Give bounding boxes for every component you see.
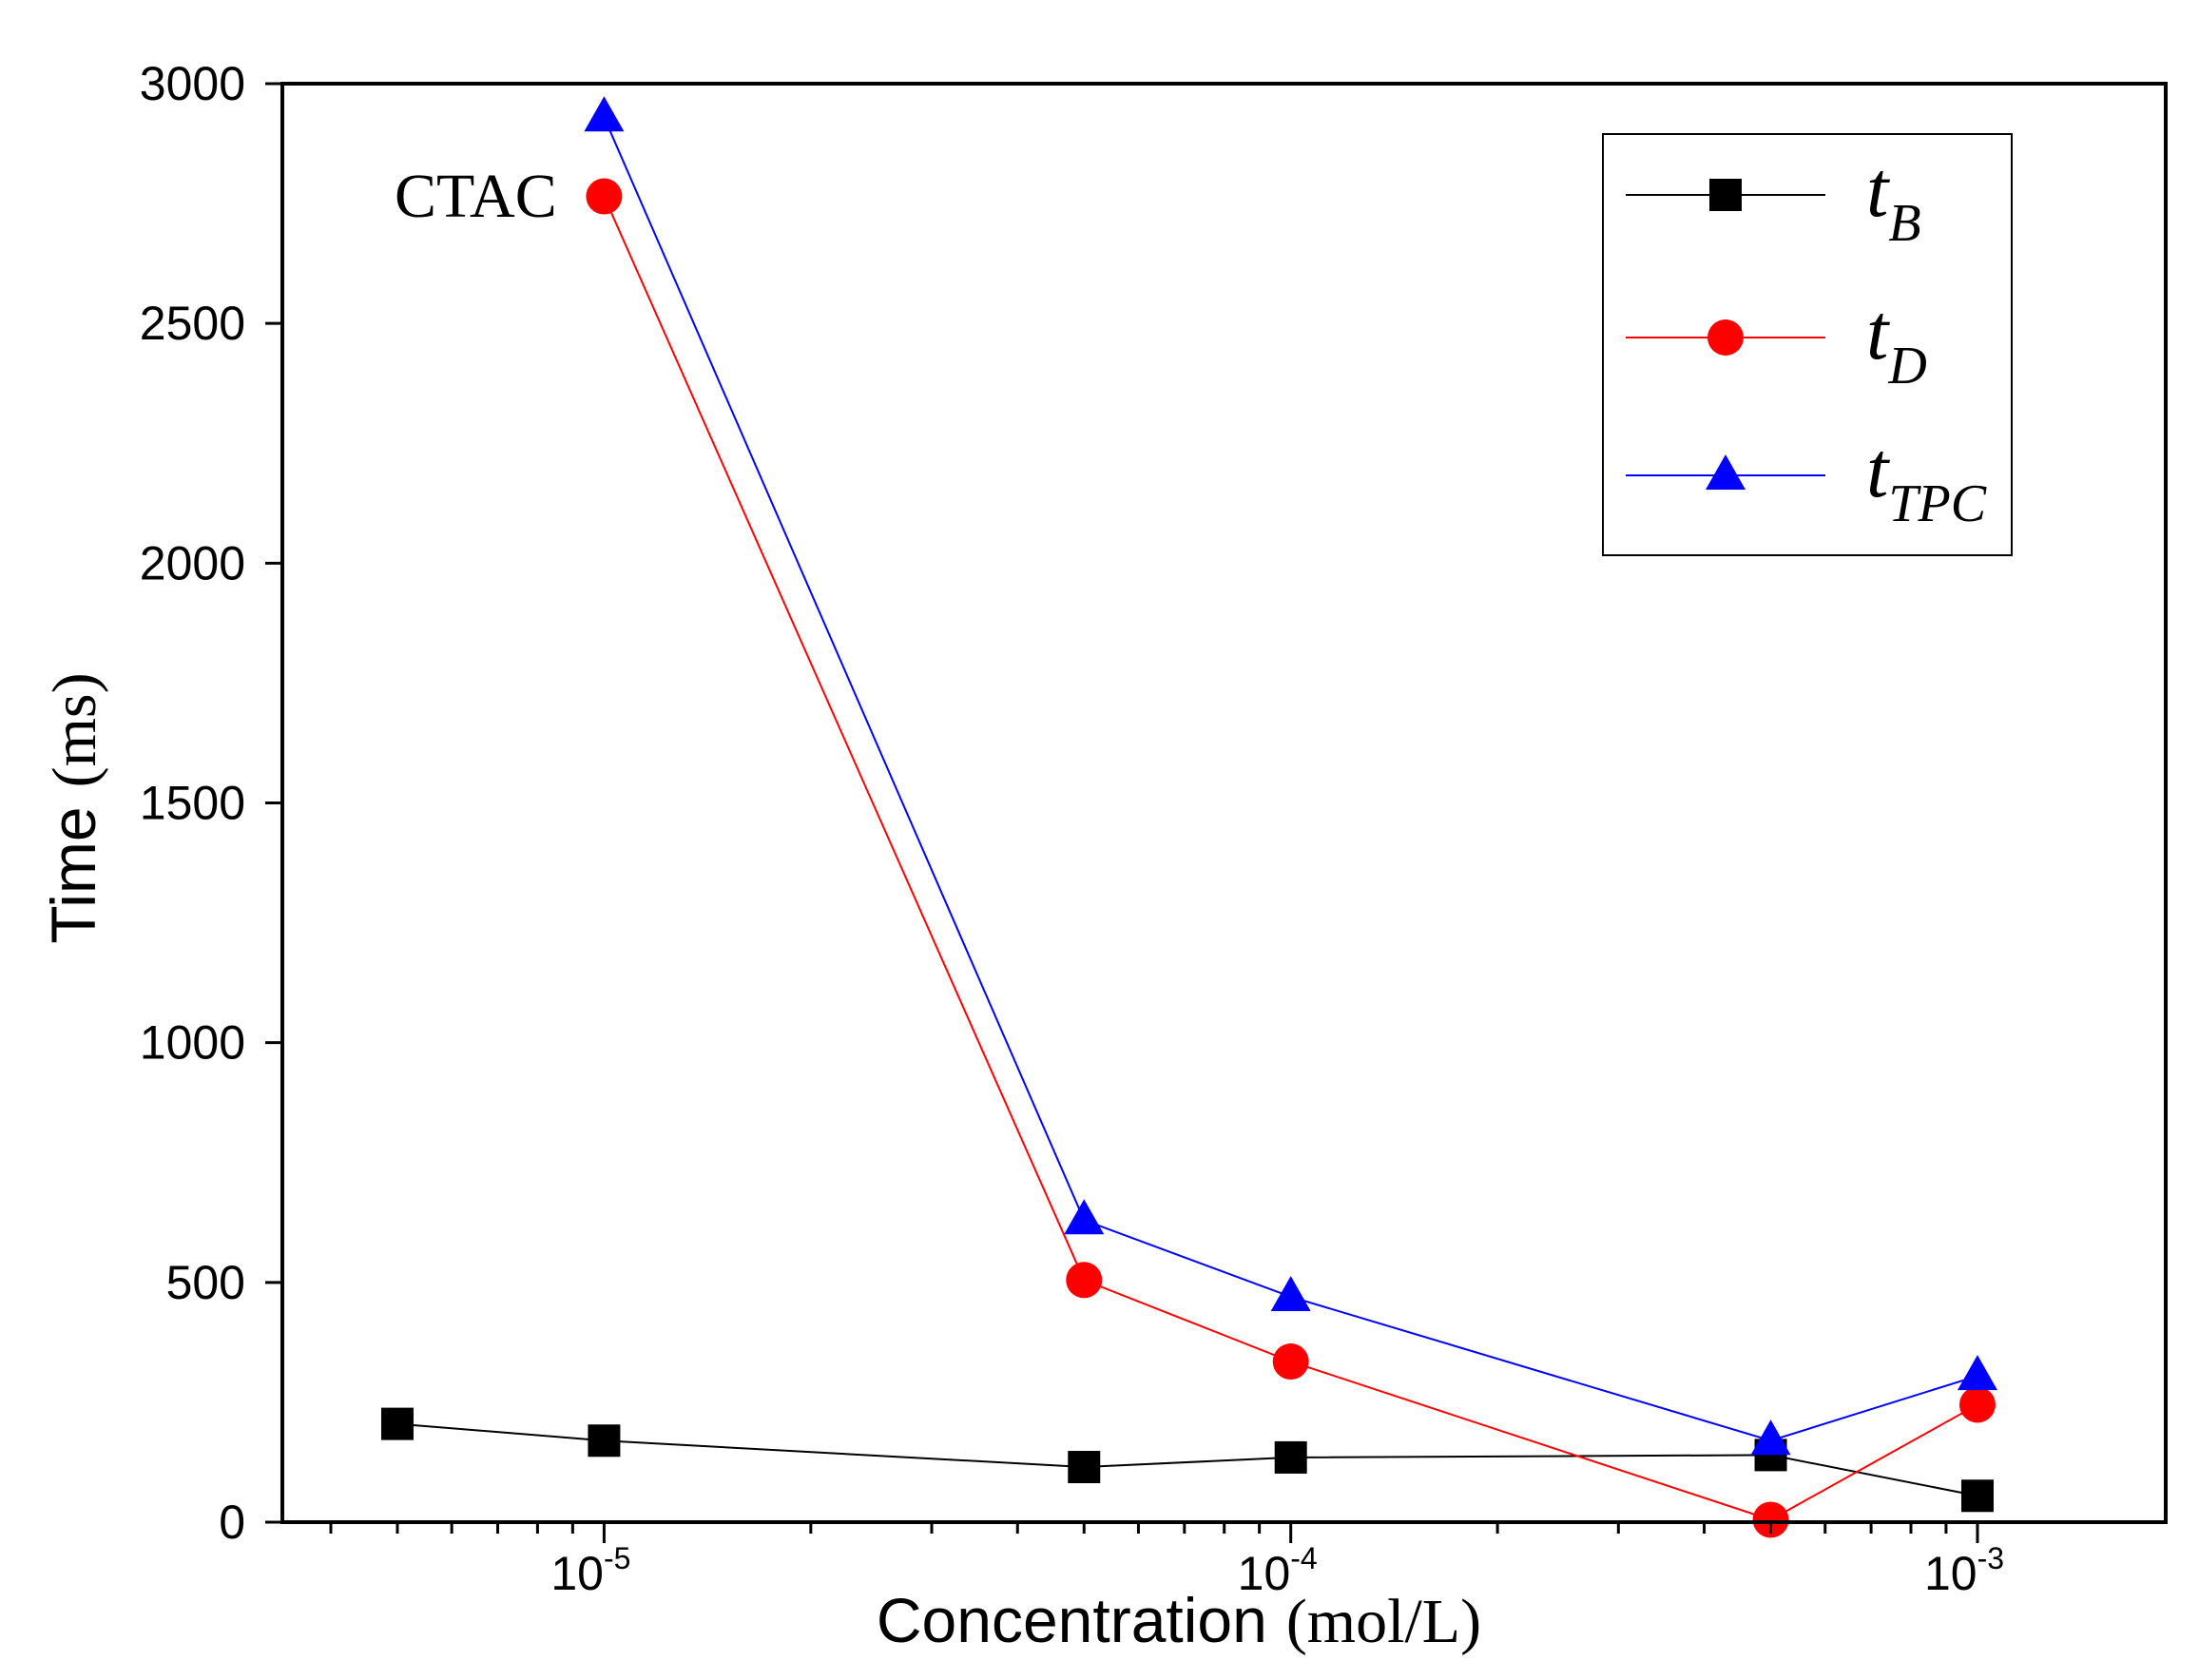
x-axis-title: Concentration (mol/L) [877,1585,1481,1656]
x-tick-base: 10 [1924,1547,1977,1600]
y-tick-label: 2000 [140,536,245,589]
legend-label-sub: D [1887,337,1926,396]
series-t-b [380,1407,1994,1513]
legend-label-sub: TPC [1888,474,1986,533]
series-t-tpc [584,96,1997,1456]
data-point [586,178,623,215]
y-tick-label: 500 [166,1256,245,1309]
x-tick-base: 10 [1238,1547,1291,1600]
legend-box [1602,133,2013,556]
legend-label-main: t [1866,426,1891,514]
data-point [1750,1419,1791,1456]
data-point [1272,1343,1309,1381]
legend-marker [1706,454,1746,490]
y-axis-title-main: Time [38,806,108,943]
x-tick-label: 10-3 [1924,1541,2004,1600]
data-point [584,96,625,132]
data-point [1960,1479,1994,1513]
legend-label: tB [1866,145,1921,253]
y-tick-label: 1000 [140,1016,245,1070]
y-axis-title-unit: (ms) [40,672,109,787]
legend-label: tD [1866,288,1927,396]
series-layer [380,96,1997,1538]
y-tick-label: 0 [219,1496,245,1549]
data-point [1270,1275,1311,1311]
ctac-annotation: CTAC [395,162,557,231]
x-tick-exponent: -3 [1977,1541,2004,1575]
data-point [1958,1386,1996,1423]
data-point [1957,1355,1997,1391]
x-tick-exponent: -4 [1290,1541,1317,1575]
x-tick-base: 10 [550,1547,604,1600]
y-tick-label: 3000 [140,57,245,110]
data-point [1274,1440,1307,1474]
data-point [1068,1451,1101,1484]
x-axis-title-main: Concentration [877,1585,1267,1655]
data-point [1752,1501,1789,1538]
x-tick-exponent: -5 [604,1541,630,1575]
legend-label-sub: B [1888,194,1920,253]
y-tick-label: 2500 [140,297,245,350]
legend-label: tTPC [1866,426,1987,533]
legend-entry-t-b: tB [1626,145,1921,253]
legend-label-main: t [1866,145,1891,234]
legend-label-main: t [1866,288,1891,377]
legend-entry-t-d: tD [1626,288,1927,396]
legend-marker [1707,319,1744,356]
x-tick-label: 10-5 [550,1541,630,1600]
data-point [1066,1262,1103,1299]
data-point [1064,1199,1105,1235]
y-tick-label: 1500 [140,777,245,830]
legend-entry-t-tpc: tTPC [1626,426,1987,533]
series-line [396,1422,1978,1497]
y-axis-title: Time (ms) [38,672,109,943]
x-axis-title-unit: (mol/L) [1286,1587,1481,1656]
series-t-d [586,178,1996,1538]
x-tick-label: 10-4 [1238,1541,1318,1600]
legend-marker [1709,179,1742,211]
data-point [380,1407,414,1440]
labels-layer: Concentration (mol/L) Time (ms) CTAC [38,162,1481,1656]
data-point [588,1424,621,1458]
